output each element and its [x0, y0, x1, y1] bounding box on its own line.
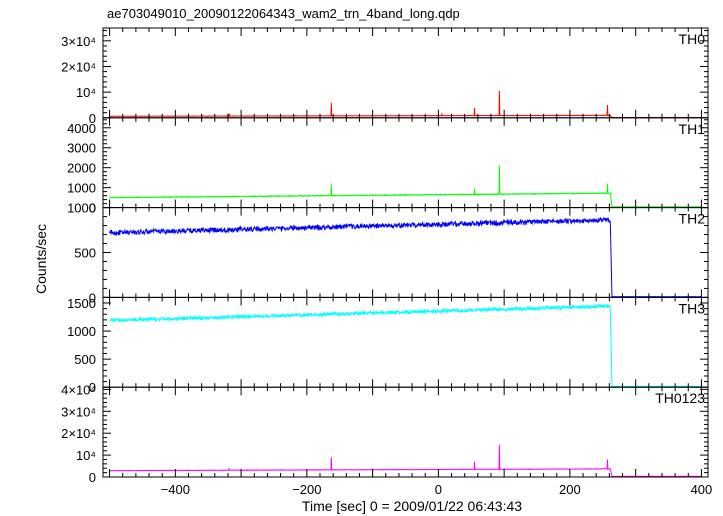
panel-label-th3: TH3: [679, 300, 706, 316]
x-tick-label: 400: [691, 482, 713, 497]
panel-label-th2: TH2: [679, 211, 706, 227]
x-tick-label: −400: [161, 482, 190, 497]
y-tick-label: 10⁴: [76, 448, 96, 463]
y-tick-label: 3000: [67, 141, 96, 156]
x-axis-label: Time [sec] 0 = 2009/01/22 06:43:43: [302, 498, 522, 514]
series-th1: [109, 165, 702, 208]
y-tick-label: 4000: [67, 121, 96, 136]
series-th2: [109, 216, 702, 298]
y-tick-label: 500: [74, 352, 96, 367]
y-tick-label: 0: [89, 380, 96, 395]
y-axis-label: Counts/sec: [33, 224, 49, 294]
y-tick-label: 2×10⁴: [61, 59, 96, 74]
y-tick-label: 10⁴: [76, 85, 96, 100]
y-tick-label: 0: [89, 470, 96, 485]
panels-group: TH0010⁴2×10⁴3×10⁴TH101000200030004000TH2…: [61, 27, 713, 497]
y-tick-label: 3×10⁴: [61, 34, 96, 49]
y-tick-label: 1000: [67, 181, 96, 196]
panel-frame: [102, 207, 709, 298]
panel-label-th1: TH1: [679, 121, 706, 137]
y-tick-label: 1000: [67, 324, 96, 339]
y-tick-label: 2000: [67, 161, 96, 176]
y-tick-label: 0: [89, 290, 96, 305]
panel-th0123: TH0123 0 10⁴ 2×10⁴ 3×10⁴ 4×10⁴: [61, 382, 709, 485]
y-tick-label: 4×10⁴: [61, 382, 96, 397]
y-tick-label: 3×10⁴: [61, 404, 96, 419]
panel-th0: TH0 0 10⁴ 2×10⁴ 3×10⁴: [61, 27, 709, 126]
panel-frame: [102, 386, 709, 478]
x-tick-label: −200: [292, 482, 321, 497]
panel-th2: TH2 0 500 1000: [67, 201, 709, 305]
panel-label-th0: TH0: [679, 31, 706, 47]
series-th0123: [109, 444, 702, 477]
chart-title: ae703049010_20090122064343_wam2_trn_4ban…: [107, 6, 460, 21]
panel-th3: TH3 0 500 1000 1500: [67, 296, 709, 395]
x-tick-label: 0: [435, 482, 442, 497]
y-tick-label: 1000: [67, 201, 96, 216]
x-tick-label: 200: [559, 482, 581, 497]
y-tick-label: 500: [74, 246, 96, 261]
panel-label-th0123: TH0123: [655, 390, 705, 406]
panel-frame: [102, 27, 709, 119]
y-tick-label: 0: [89, 111, 96, 126]
y-tick-label: 1500: [67, 296, 96, 311]
series-th0: [109, 90, 702, 118]
y-tick-label: 0: [89, 201, 96, 216]
series-th3: [109, 303, 702, 387]
y-tick-label: 2×10⁴: [61, 426, 96, 441]
